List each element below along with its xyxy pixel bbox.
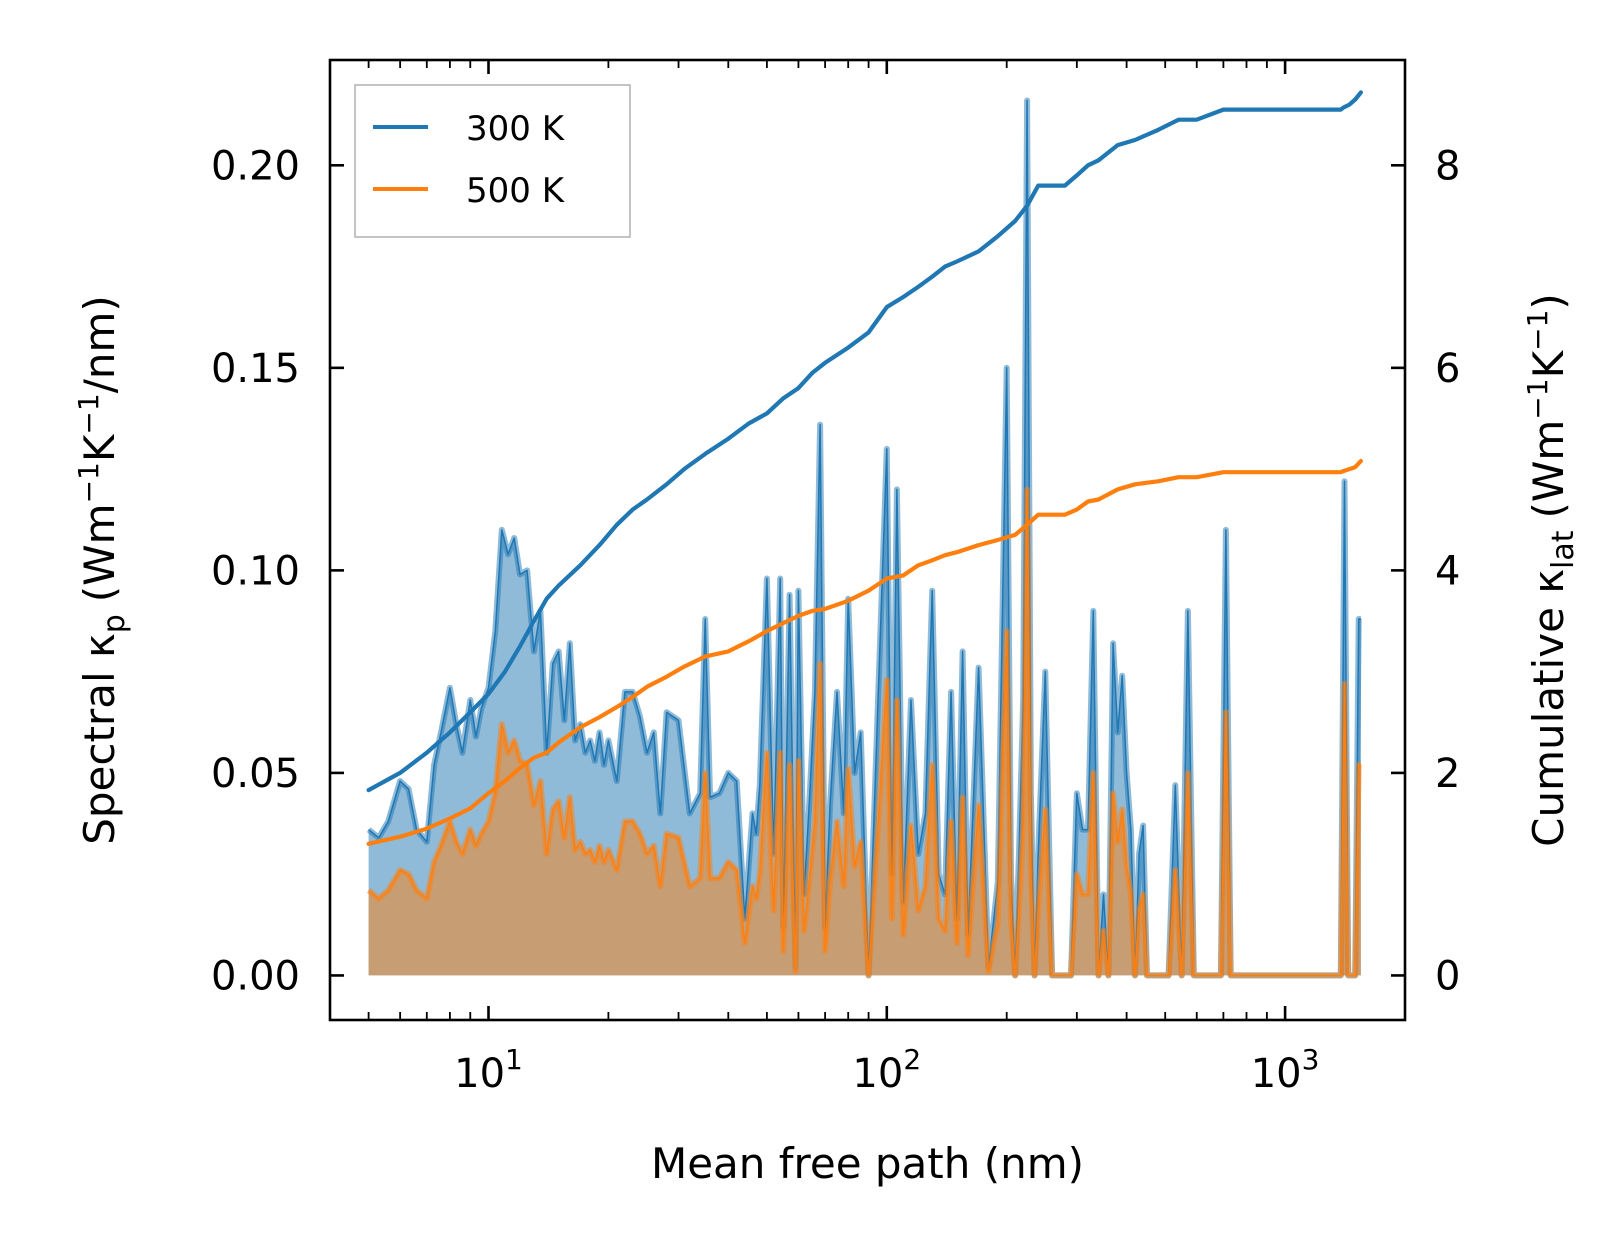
y-tick-label: 0.20 [211,143,300,189]
y2-axis-title: Cumulative κlat(Wm−1K−1) [1521,293,1581,847]
plot-frame [328,58,1407,1022]
x-axis-title: Mean free path (nm) [651,1139,1084,1188]
y-tick-label: 0.10 [211,548,300,594]
legend-box [354,84,631,238]
y2-axis-title-sub: lat [1546,530,1581,569]
y-axis-title-sup1: −1 [72,462,105,503]
x-tick-label-exp: 2 [903,1043,921,1076]
x-tick-label: 103 [1251,1043,1320,1097]
y-axis-title-main: Spectral κ [75,633,124,845]
series-line-500-k [366,458,1363,846]
y-axis-title-sup2: −1 [72,393,105,434]
y-axis-title: Spectral κp(Wm−1K−1/nm) [72,295,132,845]
y-axis-title-sub: p [97,614,132,633]
y2-tick-label: 6 [1435,346,1460,392]
legend-label-300k: 300 K [466,109,566,149]
y2-axis-title-end: ) [1524,293,1573,309]
y-axis-title-units: (Wm [75,503,124,602]
y2-axis-title-units: (Wm [1524,420,1573,519]
x-tick-label-base: 10 [852,1051,903,1097]
y-tick-label: 0.05 [211,751,300,797]
x-tick-label-exp: 3 [1302,1043,1320,1076]
axis-ticks [329,60,1406,1020]
y-axis-title-mid: K [75,433,124,462]
x-tick-label: 102 [852,1043,921,1097]
y2-axis-title-mid: K [1524,349,1573,378]
x-tick-label: 101 [454,1043,523,1097]
spectral-fills [366,97,1362,979]
cumulative-lines [366,90,1363,846]
x-tick-label-base: 10 [454,1051,505,1097]
y-tick-label: 0.00 [211,953,300,999]
x-tick-label-exp: 1 [505,1043,523,1076]
fill-outline-500-k-spectral [368,488,1361,977]
y-axis-title-end: /nm) [75,295,124,393]
y2-tick-label: 8 [1435,143,1460,189]
y2-tick-label: 2 [1435,751,1460,797]
x-tick-label-base: 10 [1251,1051,1302,1097]
legend-label-500k: 500 K [466,171,566,211]
series-line-300-k [366,90,1363,793]
legend: 300 K 500 K [354,84,631,238]
y2-tick-label: 0 [1435,953,1460,999]
y2-axis-title-sup2: −1 [1521,310,1554,351]
y-tick-label: 0.15 [211,346,300,392]
y2-axis-title-main: Cumulative κ [1524,569,1573,847]
y2-axis-title-sup1: −1 [1521,378,1554,419]
y2-tick-label: 4 [1435,548,1460,594]
